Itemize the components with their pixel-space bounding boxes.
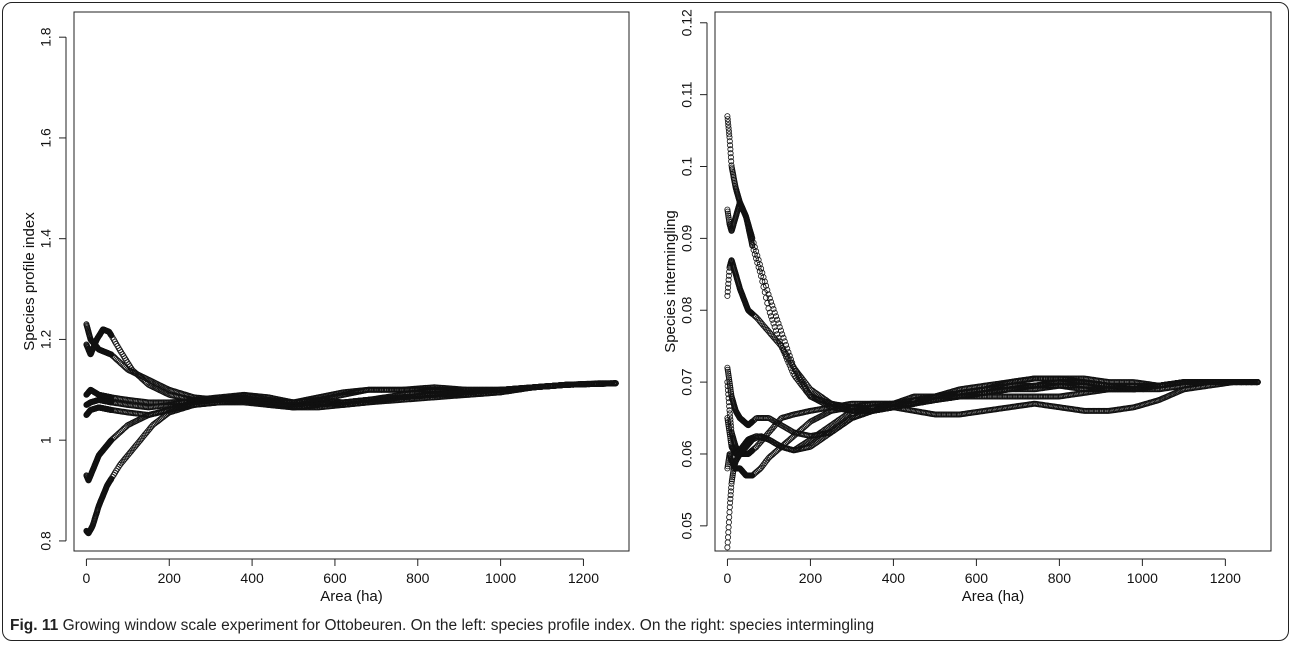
y-tick-label: 1 bbox=[38, 436, 54, 444]
x-tick-label: 1200 bbox=[568, 570, 599, 586]
x-axis-title: Area (ha) bbox=[962, 588, 1025, 605]
y-tick-label: 0.08 bbox=[679, 296, 695, 323]
x-tick-label: 0 bbox=[83, 570, 91, 586]
right-chart-species-intermingling: 0 200 400 600 800 1000 1200 Area (ha) 0.05 0.06 0.… bbox=[662, 9, 1272, 605]
x-tick-label: 1000 bbox=[1127, 570, 1158, 586]
y-tick-label: 0.06 bbox=[679, 440, 695, 467]
y-tick-label: 0.8 bbox=[38, 531, 54, 551]
x-tick-label: 600 bbox=[323, 570, 347, 586]
y-tick-label: 1.6 bbox=[38, 128, 54, 148]
y-tick-label: 0.07 bbox=[679, 368, 695, 395]
y-axis-title: Species intermingling bbox=[662, 210, 679, 353]
y-tick-label: 1.8 bbox=[38, 27, 54, 47]
y-tick-label: 0.12 bbox=[679, 9, 695, 36]
x-axis-title: Area (ha) bbox=[320, 588, 383, 605]
x-tick-label: 0 bbox=[724, 570, 732, 586]
x-tick-label: 200 bbox=[158, 570, 182, 586]
y-axis-title: Species profile index bbox=[21, 212, 38, 351]
data-point bbox=[770, 320, 777, 327]
y-tick-label: 0.11 bbox=[679, 81, 695, 107]
plot-area-frame bbox=[73, 11, 630, 552]
x-tick-label: 400 bbox=[240, 570, 264, 586]
x-tick-label: 400 bbox=[882, 570, 906, 586]
plot-area-frame bbox=[714, 11, 1272, 552]
x-tick-label: 200 bbox=[799, 570, 823, 586]
y-tick-label: 0.05 bbox=[679, 512, 695, 539]
x-tick-label: 1000 bbox=[485, 570, 516, 586]
y-tick-label: 1.2 bbox=[38, 329, 54, 349]
y-tick-label: 0.09 bbox=[679, 225, 695, 252]
left-chart-species-profile-index: 0 200 400 600 800 1000 1200 Area (ha) 0.8 1 1.2 1.4… bbox=[21, 11, 630, 605]
y-tick-label: 1.4 bbox=[38, 229, 54, 249]
x-tick-label: 800 bbox=[406, 570, 430, 586]
x-tick-label: 600 bbox=[965, 570, 989, 586]
y-tick-label: 0.1 bbox=[679, 157, 695, 177]
series-1 bbox=[724, 113, 1261, 414]
x-tick-label: 1200 bbox=[1210, 570, 1241, 586]
x-tick-label: 800 bbox=[1048, 570, 1072, 586]
